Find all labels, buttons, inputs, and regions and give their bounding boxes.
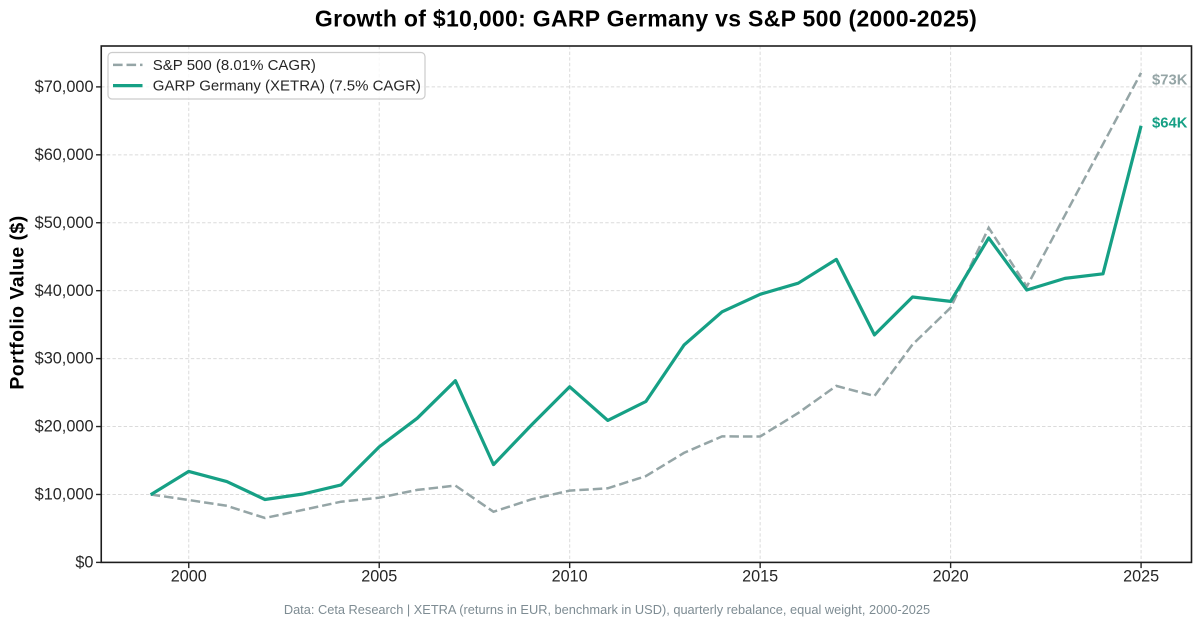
svg-text:2025: 2025 — [1123, 567, 1159, 585]
svg-text:2000: 2000 — [171, 567, 207, 585]
svg-text:$60,000: $60,000 — [35, 146, 94, 164]
svg-text:$30,000: $30,000 — [35, 350, 94, 368]
svg-text:Growth of $10,000: GARP German: Growth of $10,000: GARP Germany vs S&P 5… — [315, 6, 977, 32]
svg-text:$73K: $73K — [1152, 72, 1188, 88]
svg-text:$40,000: $40,000 — [35, 282, 94, 300]
svg-text:S&P 500 (8.01% CAGR): S&P 500 (8.01% CAGR) — [153, 57, 316, 74]
svg-text:$70,000: $70,000 — [35, 78, 94, 96]
svg-text:Portfolio Value ($): Portfolio Value ($) — [6, 215, 28, 389]
svg-text:2020: 2020 — [933, 567, 969, 585]
svg-text:2015: 2015 — [742, 567, 778, 585]
svg-text:$64K: $64K — [1152, 116, 1188, 132]
svg-text:2005: 2005 — [361, 567, 397, 585]
svg-text:GARP Germany (XETRA) (7.5% CAG: GARP Germany (XETRA) (7.5% CAGR) — [153, 78, 421, 95]
svg-text:$50,000: $50,000 — [35, 214, 94, 232]
svg-text:$0: $0 — [75, 554, 93, 572]
svg-text:Data: Ceta Research | XETRA (r: Data: Ceta Research | XETRA (returns in … — [284, 602, 930, 617]
svg-text:2010: 2010 — [552, 567, 588, 585]
svg-text:$20,000: $20,000 — [35, 418, 94, 436]
svg-text:$10,000: $10,000 — [35, 486, 94, 504]
